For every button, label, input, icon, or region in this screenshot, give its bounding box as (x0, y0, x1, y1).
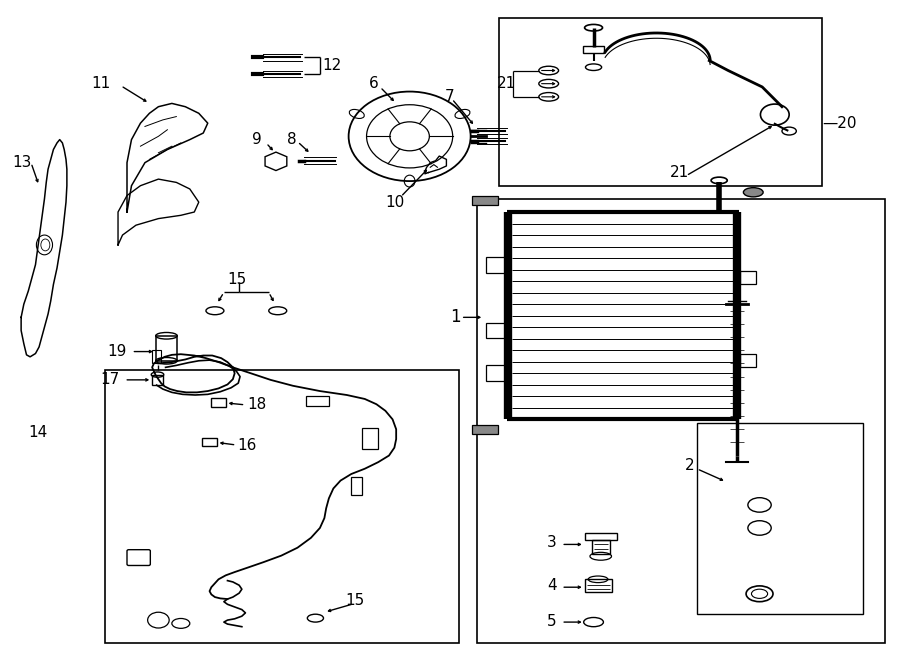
Text: 14: 14 (28, 425, 48, 440)
Text: 13: 13 (13, 155, 32, 170)
Bar (500, 18, 823, 186)
Bar (351, 477, 362, 495)
Text: 11: 11 (91, 76, 111, 91)
Bar (156, 336, 177, 361)
Text: 16: 16 (238, 438, 256, 453)
Bar (212, 398, 226, 407)
Bar (486, 323, 506, 338)
Bar (697, 422, 863, 613)
Text: 6: 6 (369, 75, 379, 91)
Text: 21: 21 (497, 76, 516, 91)
Bar (585, 579, 611, 592)
Text: 1: 1 (450, 308, 461, 327)
Ellipse shape (743, 188, 763, 197)
Bar (472, 196, 498, 206)
Text: 5: 5 (547, 614, 556, 629)
Text: 7: 7 (445, 89, 455, 104)
Text: 18: 18 (248, 397, 266, 412)
Bar (362, 428, 378, 449)
Bar (583, 46, 604, 53)
Text: 12: 12 (322, 58, 342, 73)
Text: 10: 10 (385, 194, 405, 210)
Text: 21: 21 (670, 165, 689, 180)
Text: 19: 19 (107, 344, 127, 359)
Text: 15: 15 (228, 272, 247, 287)
Bar (306, 397, 328, 407)
Bar (152, 350, 161, 364)
Bar (477, 199, 886, 643)
Bar (740, 271, 756, 284)
Bar (585, 533, 616, 540)
Text: 9: 9 (252, 132, 262, 147)
Bar (104, 370, 459, 643)
Text: 4: 4 (547, 578, 556, 594)
Text: 17: 17 (100, 372, 120, 387)
Text: 2: 2 (685, 458, 695, 473)
Bar (202, 438, 217, 446)
Bar (486, 256, 506, 272)
Bar (152, 375, 163, 385)
Bar (486, 366, 506, 381)
Text: —20: —20 (823, 116, 857, 131)
Bar (472, 424, 498, 434)
Text: 15: 15 (345, 593, 364, 608)
Text: 8: 8 (287, 132, 296, 147)
Bar (592, 540, 609, 555)
Text: 3: 3 (547, 535, 556, 550)
Bar (740, 354, 756, 367)
